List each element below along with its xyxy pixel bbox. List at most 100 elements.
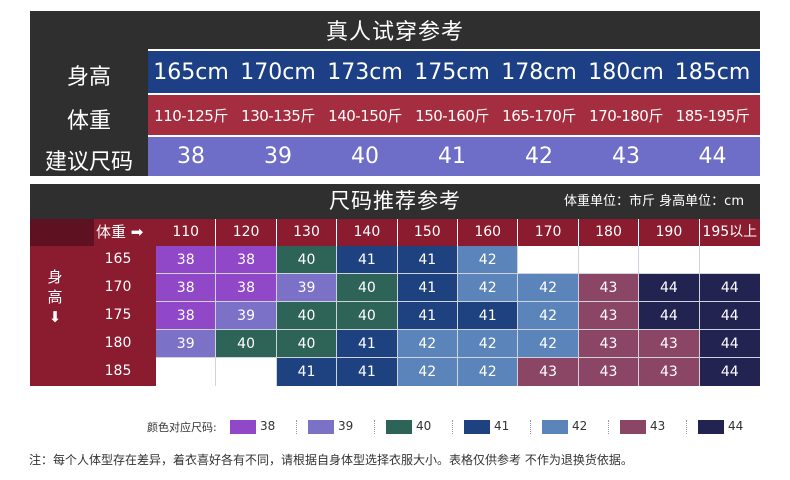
legend-separator [608,420,609,434]
legend-swatch [464,420,490,434]
height-cell: 165cm [148,51,234,93]
legend-title: 颜色对应尺码: [147,421,217,434]
size-cell: 42 [496,137,582,176]
size-grid-cell: 42 [518,302,578,329]
height-row-label: 170 [104,279,132,295]
size-grid-cell-empty [578,246,639,273]
size-grid-cell: 38 [156,246,216,273]
size-grid-cell: 41 [458,302,518,329]
legend-swatch [230,420,256,434]
row-label-weight: 体重 [66,109,111,134]
weight-cell: 165-170斤 [496,95,582,135]
legend-size-label: 38 [260,419,276,433]
weight-cell: 150-160斤 [409,95,495,135]
size-grid-cell: 39 [216,302,276,329]
height-axis-char-2: 高 [47,288,63,306]
size-recommendation-table: 尺码推荐参考 体重单位：市斤 身高单位：cm 体重 ➡ 身 高 ⬇ 165 17… [30,184,760,386]
trial-table-row-labels: 身高 体重 建议尺码 [30,49,148,176]
size-grid-cell: 41 [337,358,397,386]
size-grid-cell: 44 [699,302,760,329]
height-row-label: 175 [104,307,132,323]
size-grid-cell: 43 [578,330,639,357]
weight-column-header: 195以上 [699,219,760,246]
weight-column-header: 190 [639,219,699,246]
disclaimer-note: 注：每个人体型存在差异，着衣喜好各有不同，请根据自身体型选择衣服大小。表格仅供参… [29,453,633,467]
legend-size-label: 41 [494,419,510,433]
size-grid-cell-empty [639,246,699,273]
legend-size-label: 40 [416,419,432,433]
row-label-height: 身高 [66,65,111,90]
size-grid-cell: 42 [458,358,518,386]
size-row: 38 39 40 41 42 43 44 [148,137,760,176]
units-note: 体重单位：市斤 身高单位：cm [564,194,744,209]
weight-cell: 140-150斤 [322,95,408,135]
weight-cell: 170-180斤 [583,95,669,135]
size-grid-cell: 39 [156,330,216,357]
size-grid-cell: 40 [216,330,276,357]
weight-cell: 130-135斤 [235,95,321,135]
height-cell: 185cm [670,51,755,93]
weight-axis-text: 体重 [96,223,127,241]
weight-axis-label: 体重 ➡ [96,219,143,246]
size-grid-cell: 40 [276,302,337,329]
weight-column-header: 150 [397,219,457,246]
legend-separator [374,420,375,434]
size-grid-cell: 40 [276,246,337,273]
size-cell: 39 [235,137,321,176]
height-cell: 175cm [409,51,495,93]
weight-column-header: 110 [156,219,216,246]
size-grid-cell-empty [518,246,578,273]
legend-size-label: 42 [572,419,588,433]
legend-separator [452,420,453,434]
trial-size-table: 真人试穿参考 身高 体重 建议尺码 165cm 170cm 173cm 175c… [30,11,760,176]
height-cell: 178cm [496,51,582,93]
size-cell: 38 [148,137,234,176]
legend-swatch [542,420,568,434]
size-grid-cell: 41 [276,358,337,386]
size-grid-cell: 38 [156,274,216,301]
size-grid-cell: 44 [699,330,760,357]
size-grid-cell: 40 [276,330,337,357]
legend-size-label: 43 [650,419,666,433]
weight-cell: 110-125斤 [148,95,234,135]
recommendation-title: 尺码推荐参考 [329,189,461,213]
legend-swatch [386,420,412,434]
height-cell: 180cm [583,51,669,93]
recommendation-header: 尺码推荐参考 体重单位：市斤 身高单位：cm [30,184,760,219]
legend-size-label: 44 [728,419,744,433]
height-axis-label: 身 高 ⬇ [44,267,66,327]
size-grid-cell: 38 [216,246,276,273]
size-cell: 44 [670,137,755,176]
size-grid-cell: 41 [397,302,457,329]
height-row-label: 180 [104,335,132,351]
size-grid-cell: 44 [639,302,699,329]
size-grid-cell: 42 [397,358,457,386]
legend-separator [530,420,531,434]
size-grid-cell: 39 [276,274,337,301]
weight-column-header: 140 [337,219,397,246]
trial-table-title: 真人试穿参考 [30,11,760,49]
height-cell: 173cm [322,51,408,93]
size-grid-cell: 41 [337,246,397,273]
size-grid-cell: 41 [337,330,397,357]
size-grid-cell-empty [156,358,216,386]
size-grid-cell: 43 [578,358,639,386]
size-cell: 43 [583,137,669,176]
height-cell: 170cm [235,51,321,93]
legend-size-label: 39 [338,419,354,433]
legend-swatch [308,420,334,434]
size-grid-cell: 38 [216,274,276,301]
size-grid-cell: 43 [639,330,699,357]
height-axis-char-1: 身 [47,268,63,286]
size-grid-cell-empty [216,358,276,386]
size-grid-cell: 44 [699,274,760,301]
height-row-label: 165 [104,251,132,267]
corner-block [30,219,94,246]
weight-column-header: 170 [518,219,578,246]
size-grid-cell: 40 [337,274,397,301]
size-grid-cell: 43 [578,302,639,329]
height-row: 165cm 170cm 173cm 175cm 178cm 180cm 185c… [148,51,760,93]
size-grid-cell: 41 [397,274,457,301]
size-grid-cell: 38 [156,302,216,329]
size-grid-cell: 44 [639,274,699,301]
